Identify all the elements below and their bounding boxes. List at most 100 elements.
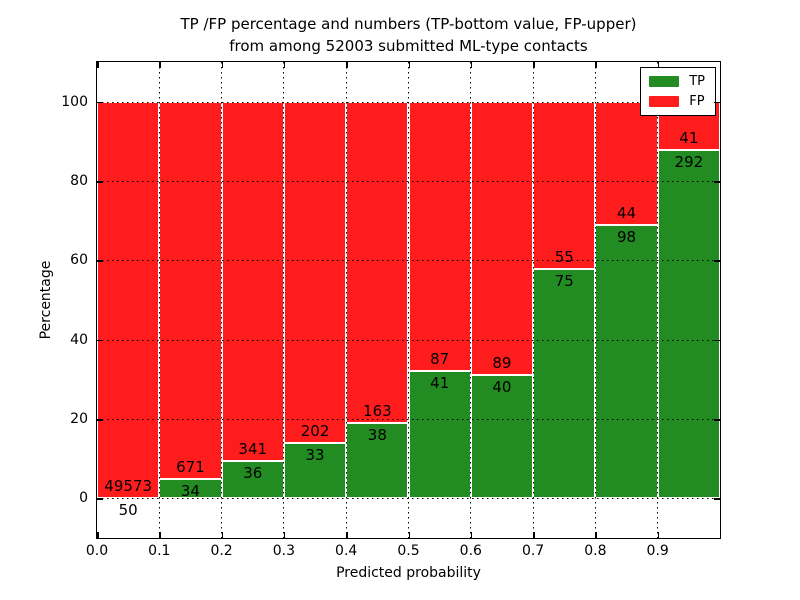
x-tick-mark-top bbox=[221, 62, 224, 68]
fp-count-label: 202 bbox=[300, 421, 330, 440]
v-gridline bbox=[345, 62, 347, 538]
y-tick-label: 60 bbox=[70, 252, 88, 269]
tp-count-label: 50 bbox=[118, 500, 138, 519]
tp-color-swatch bbox=[649, 76, 680, 87]
x-tick-mark-top bbox=[657, 62, 660, 68]
bar-segment-fp bbox=[283, 101, 347, 443]
y-tick-label: 40 bbox=[70, 331, 88, 348]
x-tick-label: 0.5 bbox=[397, 543, 420, 559]
tp-count-label: 38 bbox=[367, 426, 387, 445]
v-gridline bbox=[594, 62, 596, 538]
y-tick-mark bbox=[97, 260, 103, 262]
x-tick-mark bbox=[657, 532, 660, 538]
x-tick-mark bbox=[221, 532, 224, 538]
fp-count-label: 44 bbox=[617, 203, 637, 222]
x-tick-mark-top bbox=[408, 62, 410, 68]
fp-count-label: 163 bbox=[363, 402, 392, 421]
y-tick-label: 100 bbox=[61, 93, 88, 110]
x-tick-mark bbox=[533, 532, 535, 538]
v-gridline bbox=[221, 62, 223, 538]
v-gridline bbox=[408, 62, 409, 538]
y-tick-mark-right bbox=[714, 419, 720, 421]
fp-count-label: 87 bbox=[430, 350, 450, 369]
y-tick-label: 20 bbox=[70, 411, 88, 427]
bar-segment-tp bbox=[283, 442, 347, 499]
plot-area: TP FP 49573 50 671 34 341 36 202 33 163 38 87 41 89 4… bbox=[96, 61, 721, 539]
fp-count-label: 55 bbox=[554, 248, 574, 267]
y-tick-mark-right bbox=[714, 260, 720, 262]
fp-count-label: 49573 bbox=[104, 476, 152, 495]
tp-count-label: 36 bbox=[243, 463, 263, 482]
y-tick-mark bbox=[97, 181, 103, 183]
v-gridline bbox=[470, 62, 472, 538]
v-gridline bbox=[283, 62, 285, 538]
bar-segment-tp bbox=[346, 423, 409, 499]
bar-segment-tp bbox=[657, 150, 720, 499]
chart-title-line2: from among 52003 submitted ML-type conta… bbox=[229, 37, 588, 55]
legend-entry-tp: TP bbox=[649, 75, 705, 88]
fp-count-label: 671 bbox=[176, 458, 205, 477]
tp-count-label: 98 bbox=[617, 227, 637, 246]
bar-segment-fp bbox=[346, 101, 409, 424]
tp-count-label: 75 bbox=[554, 272, 574, 291]
x-tick-label: 0.4 bbox=[335, 543, 358, 559]
x-tick-mark bbox=[595, 532, 597, 538]
tp-count-label: 41 bbox=[430, 374, 450, 393]
x-tick-mark bbox=[346, 532, 348, 538]
bar-segment-tp bbox=[159, 479, 222, 499]
tp-count-label: 40 bbox=[492, 378, 512, 397]
fp-count-label: 41 bbox=[679, 129, 699, 148]
x-tick-mark-top bbox=[346, 62, 348, 68]
x-tick-mark-top bbox=[470, 62, 473, 68]
y-tick-mark bbox=[97, 498, 103, 500]
fp-color-swatch bbox=[649, 96, 680, 107]
y-tick-mark bbox=[97, 101, 103, 104]
y-tick-mark bbox=[97, 339, 103, 342]
v-gridline bbox=[657, 62, 659, 538]
x-tick-mark-top bbox=[595, 62, 597, 68]
y-tick-mark-right bbox=[714, 101, 720, 104]
x-tick-mark bbox=[159, 532, 161, 538]
x-tick-label: 0.2 bbox=[210, 543, 233, 559]
x-tick-label: 0.0 bbox=[85, 543, 109, 559]
legend-entry-fp: FP bbox=[649, 95, 705, 108]
x-tick-label: 0.6 bbox=[459, 543, 482, 559]
bar-segment-tp bbox=[408, 371, 471, 499]
chart-title: TP /FP percentage and numbers (TP-bottom… bbox=[97, 13, 720, 57]
chart-title-line1: TP /FP percentage and numbers (TP-bottom… bbox=[180, 15, 637, 33]
bar-segment-fp bbox=[533, 101, 596, 270]
tp-count-label: 33 bbox=[305, 445, 325, 464]
y-tick-mark-right bbox=[714, 339, 720, 342]
legend-label-fp: FP bbox=[689, 94, 705, 109]
y-tick-mark-right bbox=[714, 181, 720, 183]
legend: TP FP bbox=[640, 67, 716, 116]
bar-segment-fp bbox=[221, 101, 284, 461]
y-axis-label: Percentage bbox=[38, 260, 54, 340]
x-tick-label: 0.3 bbox=[272, 543, 296, 559]
bar-segment-fp bbox=[97, 101, 160, 498]
x-tick-mark bbox=[97, 532, 99, 538]
bar-segment-fp bbox=[595, 101, 658, 225]
x-tick-mark-top bbox=[159, 62, 161, 68]
fp-count-label: 89 bbox=[492, 354, 512, 373]
x-tick-mark-top bbox=[97, 62, 99, 68]
bar-segment-fp bbox=[159, 101, 222, 480]
bar-segment-tp bbox=[221, 460, 284, 499]
y-tick-label: 0 bbox=[79, 490, 88, 507]
y-tick-mark-right bbox=[714, 498, 720, 500]
x-tick-mark bbox=[408, 532, 410, 538]
tp-count-label: 292 bbox=[674, 153, 704, 172]
bar-segment-fp bbox=[470, 101, 534, 376]
v-gridline bbox=[158, 62, 160, 538]
bar-segment-tp bbox=[533, 269, 596, 499]
x-tick-label: 0.9 bbox=[646, 543, 669, 559]
legend-label-tp: TP bbox=[689, 74, 705, 89]
x-tick-mark bbox=[283, 532, 286, 538]
v-gridline bbox=[532, 62, 534, 538]
x-tick-mark-top bbox=[283, 62, 286, 68]
tp-count-label: 34 bbox=[180, 482, 200, 501]
y-tick-mark bbox=[97, 419, 103, 421]
x-axis-label: Predicted probability bbox=[336, 565, 481, 581]
x-tick-label: 0.1 bbox=[148, 543, 171, 559]
